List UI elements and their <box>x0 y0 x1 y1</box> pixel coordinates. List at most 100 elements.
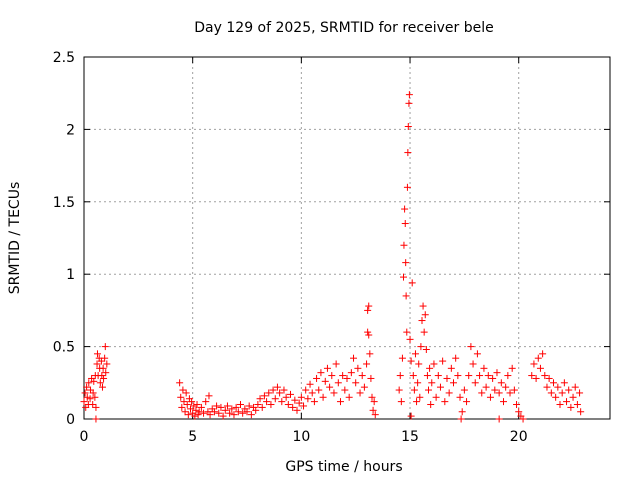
data-point <box>486 393 494 401</box>
data-point <box>408 279 416 287</box>
data-point <box>206 411 214 419</box>
y-tick-label: 1.5 <box>53 195 75 211</box>
data-point <box>295 399 303 407</box>
data-point <box>569 393 577 401</box>
data-point <box>304 395 312 403</box>
data-point <box>217 403 225 411</box>
data-point <box>184 411 192 419</box>
data-point <box>80 398 88 406</box>
data-point <box>96 379 104 387</box>
data-point <box>276 389 284 397</box>
data-point <box>493 369 501 377</box>
data-point <box>271 395 279 403</box>
data-point <box>210 408 218 416</box>
data-point <box>513 401 521 409</box>
data-point <box>345 393 353 401</box>
data-point <box>543 383 551 391</box>
data-point <box>402 259 410 267</box>
data-point <box>234 408 242 416</box>
data-point <box>297 393 305 401</box>
data-point <box>213 402 221 410</box>
x-tick-label: 15 <box>401 429 419 445</box>
data-point <box>365 331 373 339</box>
data-point <box>403 328 411 336</box>
data-point <box>502 383 510 391</box>
data-point <box>436 383 444 391</box>
data-point <box>417 343 425 351</box>
data-point <box>425 386 433 394</box>
data-point <box>352 379 360 387</box>
data-point <box>484 372 492 380</box>
data-point <box>286 390 294 398</box>
data-point <box>177 393 185 401</box>
data-point <box>323 364 331 372</box>
data-point <box>534 354 542 362</box>
data-point <box>100 374 108 382</box>
data-point <box>456 393 464 401</box>
data-point <box>221 406 229 414</box>
data-point <box>413 398 421 406</box>
grid-lines <box>84 57 610 419</box>
data-point <box>434 372 442 380</box>
data-point <box>367 374 375 382</box>
data-point <box>300 402 308 410</box>
data-point <box>368 393 376 401</box>
data-point <box>565 386 573 394</box>
data-point <box>176 379 184 387</box>
data-point <box>491 386 499 394</box>
data-point <box>421 311 429 319</box>
data-point <box>92 415 100 423</box>
data-point <box>364 306 372 314</box>
data-point <box>258 403 266 411</box>
data-point <box>101 354 109 362</box>
data-point <box>89 401 97 409</box>
data-point <box>467 343 475 351</box>
data-point <box>363 360 371 368</box>
y-ticks: 0 0.5 1 1.5 2 2.5 <box>53 50 610 428</box>
data-point <box>86 395 94 403</box>
data-point <box>289 403 297 411</box>
data-point <box>83 383 91 391</box>
data-point <box>420 328 428 336</box>
data-point <box>180 398 188 406</box>
data-point <box>179 386 187 394</box>
data-point <box>315 386 323 394</box>
data-point <box>489 374 497 382</box>
data-point <box>190 402 198 410</box>
data-point <box>576 389 584 397</box>
data-point <box>260 392 268 400</box>
data-point <box>428 379 436 387</box>
data-point <box>450 379 458 387</box>
data-point <box>306 380 314 388</box>
data-point <box>401 205 409 213</box>
data-point <box>457 415 465 423</box>
data-point <box>445 389 453 397</box>
data-point <box>252 406 260 414</box>
data-point <box>319 393 327 401</box>
x-tick-label: 5 <box>188 429 197 445</box>
data-point <box>515 408 523 416</box>
data-point <box>102 369 110 377</box>
data-point <box>480 364 488 372</box>
data-point <box>552 393 560 401</box>
data-point <box>556 401 564 409</box>
data-point <box>411 350 419 358</box>
data-point <box>254 401 262 409</box>
y-tick-label: 2.5 <box>53 50 75 66</box>
data-point <box>478 389 486 397</box>
data-point <box>98 372 106 380</box>
data-point <box>364 328 372 336</box>
data-point <box>370 398 378 406</box>
data-point <box>554 383 562 391</box>
data-point <box>402 292 410 300</box>
data-point <box>219 412 227 420</box>
data-point <box>223 402 231 410</box>
data-point <box>366 350 374 358</box>
data-point <box>193 401 201 409</box>
data-point <box>573 401 581 409</box>
data-point <box>403 183 411 191</box>
data-point <box>460 386 468 394</box>
data-point <box>326 383 334 391</box>
data-point <box>90 377 98 385</box>
